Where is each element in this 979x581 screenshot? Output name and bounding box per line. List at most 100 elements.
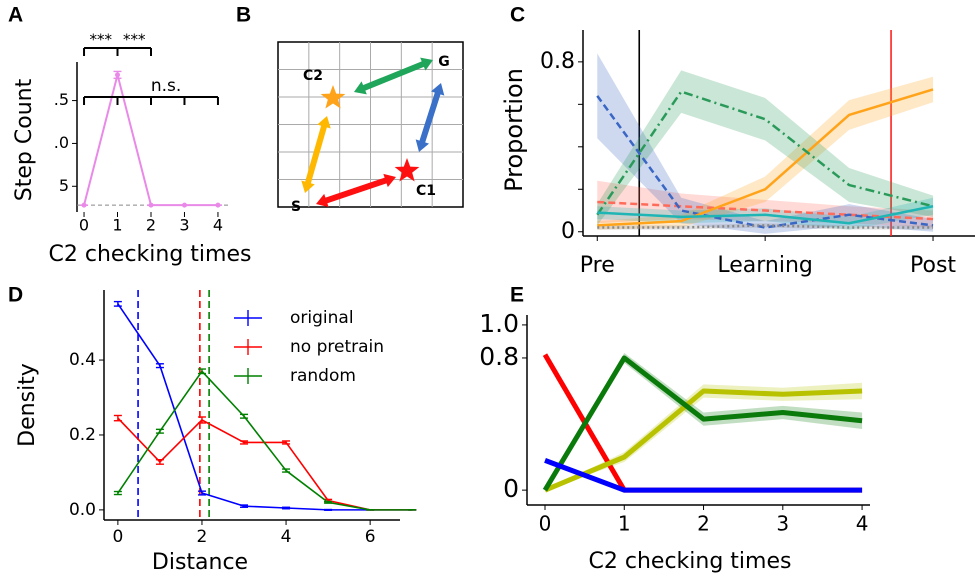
legend-label: original: [290, 308, 354, 328]
panel-label: D: [8, 284, 23, 307]
y-tick-label: 0.4: [69, 350, 96, 370]
data-line: [117, 370, 413, 511]
y-tick-label: .5: [54, 90, 69, 109]
x-tick-label: 0: [112, 527, 123, 547]
legend-label: no pretrain: [290, 337, 384, 357]
y-axis-label: Density: [15, 363, 40, 447]
panel-label: B: [236, 4, 251, 27]
node-label: G: [438, 54, 450, 70]
data-line: [597, 205, 934, 225]
error-bar: [240, 440, 249, 445]
star: [320, 85, 346, 109]
x-axis-label: C2 checking times: [589, 549, 792, 574]
x-tick-label: Learning: [717, 253, 813, 278]
x-tick-label: Post: [910, 253, 956, 278]
data-line: [597, 224, 934, 229]
y-tick-label: 0.8: [479, 342, 519, 371]
arrow-head: [430, 83, 445, 96]
error-bar: [197, 490, 206, 496]
x-tick-label: 6: [365, 527, 376, 547]
node-label: C2: [303, 68, 323, 84]
arrow-shaft: [360, 60, 427, 92]
x-tick-label: 2: [197, 527, 208, 547]
x-tick-label: 4: [213, 216, 223, 235]
y-tick-label: 0: [503, 474, 519, 503]
data-point: [181, 202, 187, 208]
data-line: [597, 200, 934, 221]
arrow-head: [301, 180, 315, 193]
panel-label: C: [510, 4, 525, 27]
node-label: S: [291, 199, 301, 215]
legend-label: random: [290, 366, 356, 386]
arrow-head: [420, 57, 433, 71]
x-tick-label: 4: [856, 512, 869, 536]
x-tick-label: 0: [79, 216, 89, 235]
significance: ***: [123, 31, 146, 49]
error-bar: [282, 506, 291, 510]
error-band: [597, 53, 934, 234]
arrow-head: [354, 81, 367, 95]
arrow-shaft: [322, 176, 390, 205]
data-point: [115, 72, 121, 78]
x-tick-label: 4: [281, 527, 292, 547]
error-bar: [113, 414, 122, 422]
error-bar: [240, 413, 249, 419]
data-line: [596, 90, 934, 216]
error-bar: [113, 490, 122, 496]
error-band: [597, 70, 934, 226]
y-tick-label: 0.8: [540, 49, 575, 74]
data-line: [544, 458, 863, 493]
error-bar: [197, 368, 206, 375]
significance: ***: [90, 31, 113, 49]
y-tick-label: 0.0: [69, 500, 96, 520]
error-bar: [155, 363, 164, 369]
arrow-head: [383, 173, 396, 188]
arrow-head: [415, 139, 430, 152]
data-point: [81, 202, 87, 208]
x-tick-label: Pre: [580, 253, 615, 278]
data-line: [117, 303, 413, 511]
node-label: C1: [416, 183, 436, 199]
panel-label: A: [8, 4, 23, 27]
y-axis-label: Proportion: [500, 68, 528, 192]
data-line: [544, 388, 863, 493]
error-bar: [155, 428, 164, 434]
y-tick-label: .0: [54, 133, 69, 152]
error-bar: [240, 504, 249, 508]
x-axis-label: C2 checking times: [49, 242, 252, 267]
arrow-shaft: [304, 122, 328, 187]
x-tick-label: 3: [776, 512, 789, 536]
arrow-shaft: [418, 89, 442, 146]
x-tick-label: 1: [112, 216, 122, 235]
data-point: [148, 202, 154, 208]
error-bar: [324, 500, 333, 504]
arrow-head: [316, 193, 329, 208]
x-tick-label: 2: [146, 216, 156, 235]
arrow-head: [317, 116, 331, 129]
data-line: [597, 88, 934, 227]
x-tick-label: 2: [697, 512, 710, 536]
significance: n.s.: [151, 76, 181, 96]
error-bar: [282, 468, 291, 473]
data-line: [596, 95, 934, 229]
data-line: [542, 355, 863, 492]
y-axis-label: Step Count: [12, 78, 37, 201]
error-bar: [113, 300, 122, 307]
x-tick-label: 1: [618, 512, 631, 536]
x-tick-label: 3: [179, 216, 189, 235]
y-tick-label: 0.2: [69, 425, 96, 445]
data-point: [215, 202, 221, 208]
error-bar: [197, 416, 206, 424]
x-tick-label: 0: [539, 512, 552, 536]
star: [394, 158, 420, 182]
y-tick-label: 5: [59, 176, 69, 195]
y-tick-label: 0: [561, 219, 575, 244]
error-bar: [324, 508, 333, 511]
y-tick-label: 1.0: [479, 309, 519, 338]
panel-label: E: [510, 284, 524, 307]
x-axis-label: Distance: [152, 550, 248, 575]
error-bar: [282, 440, 291, 445]
error-bar: [155, 458, 164, 465]
